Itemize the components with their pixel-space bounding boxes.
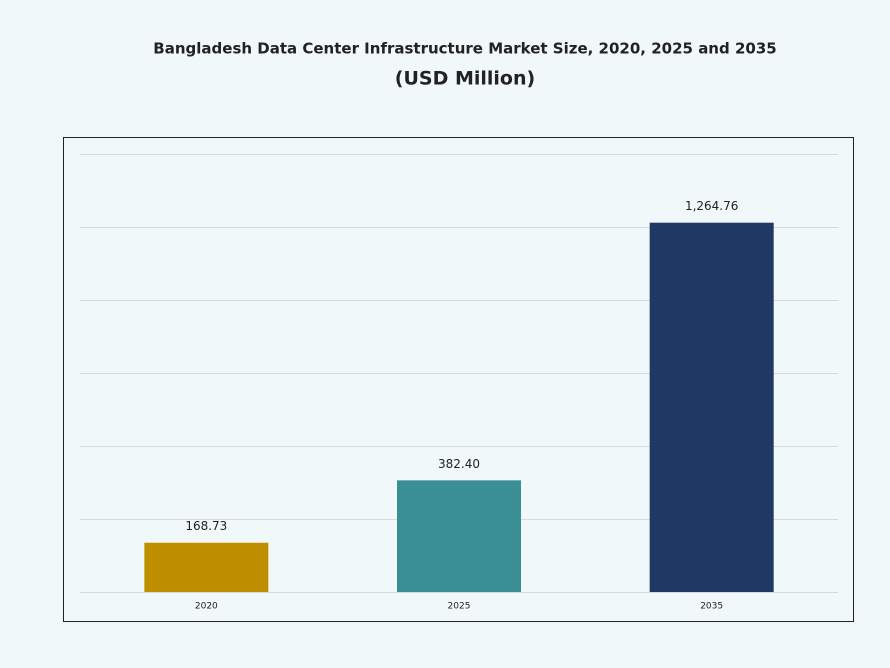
- value-label: 382.40: [438, 457, 480, 471]
- chart-title: Bangladesh Data Center Infrastructure Ma…: [153, 40, 776, 58]
- x-tick-label: 2020: [195, 602, 218, 612]
- chart-subtitle: (USD Million): [395, 68, 535, 90]
- bar: [144, 542, 269, 592]
- bar: [397, 480, 521, 592]
- x-tick-label: 2025: [448, 602, 471, 612]
- value-label: 1,264.76: [685, 199, 738, 213]
- x-tick-label: 2035: [700, 602, 723, 612]
- value-label: 168.73: [185, 519, 227, 533]
- bar: [649, 222, 774, 593]
